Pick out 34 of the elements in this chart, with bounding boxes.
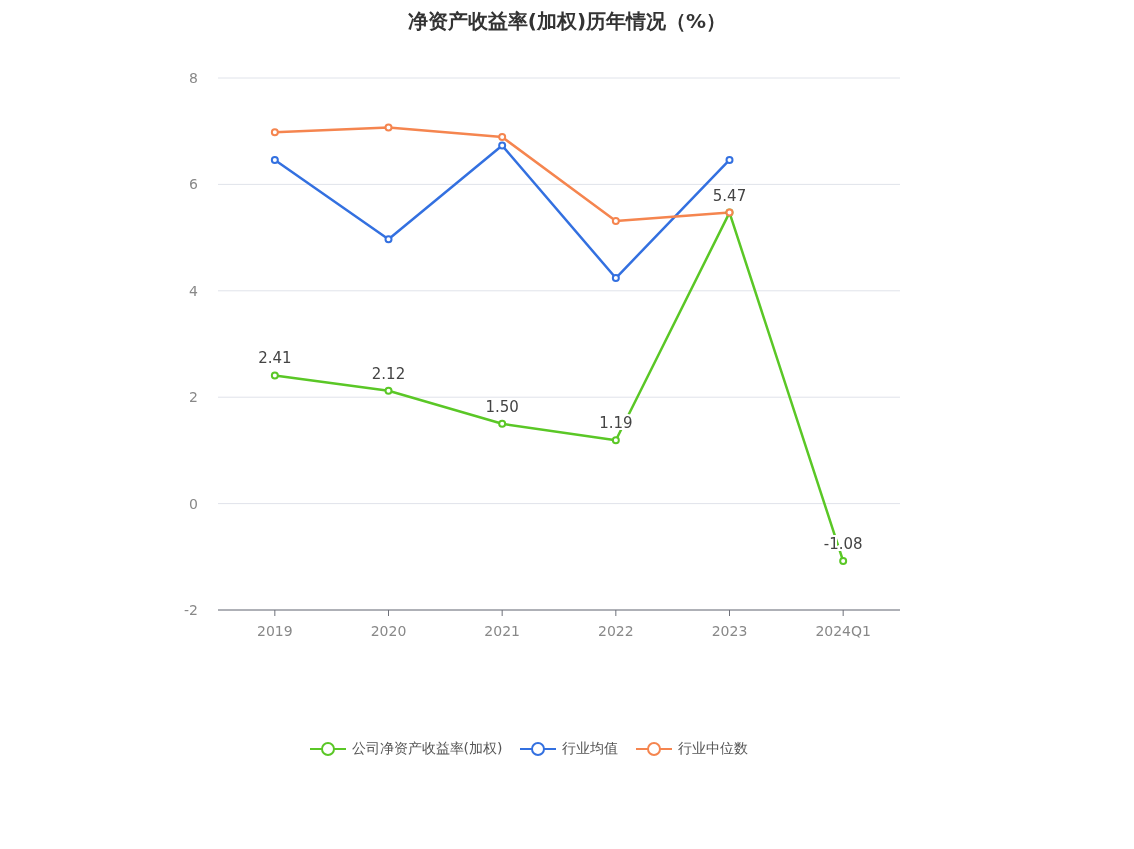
x-tick-label: 2022: [598, 622, 634, 639]
point: [270, 371, 279, 380]
data-label: 5.47: [712, 186, 747, 205]
point: [270, 128, 279, 137]
y-tick-label: 0: [189, 495, 198, 512]
point: [498, 419, 507, 428]
x-tick-label: 2024Q1: [815, 622, 871, 639]
point: [839, 557, 848, 566]
y-tick-label: 6: [189, 176, 199, 193]
legend-label: 公司净资产收益率(加权): [350, 740, 503, 758]
point: [384, 235, 393, 244]
point: [611, 274, 620, 283]
y-tick-label: 2: [189, 389, 198, 406]
point: [611, 436, 620, 445]
legend-label: 行业中位数: [677, 740, 749, 758]
x-tick-label: 2023: [711, 622, 748, 639]
chart-title: 净资产收益率(加权)历年情况（%）: [406, 8, 728, 35]
point: [725, 155, 734, 164]
y-tick-label: 4: [189, 282, 199, 299]
legend-label: 行业均值: [561, 740, 619, 758]
x-tick-label: 2021: [484, 622, 520, 639]
data-label: 1.50: [485, 397, 519, 416]
point: [498, 141, 507, 150]
point: [384, 123, 393, 132]
x-tick-label: 2019: [257, 622, 293, 639]
point: [384, 386, 393, 395]
data-label: 2.41: [258, 349, 292, 368]
point: [270, 155, 279, 164]
y-tick-label: -2: [184, 601, 198, 618]
data-label: 2.12: [371, 364, 406, 383]
point: [611, 217, 620, 226]
y-tick-label: 8: [189, 69, 198, 86]
x-tick-label: 2020: [370, 622, 407, 639]
point: [498, 133, 507, 142]
